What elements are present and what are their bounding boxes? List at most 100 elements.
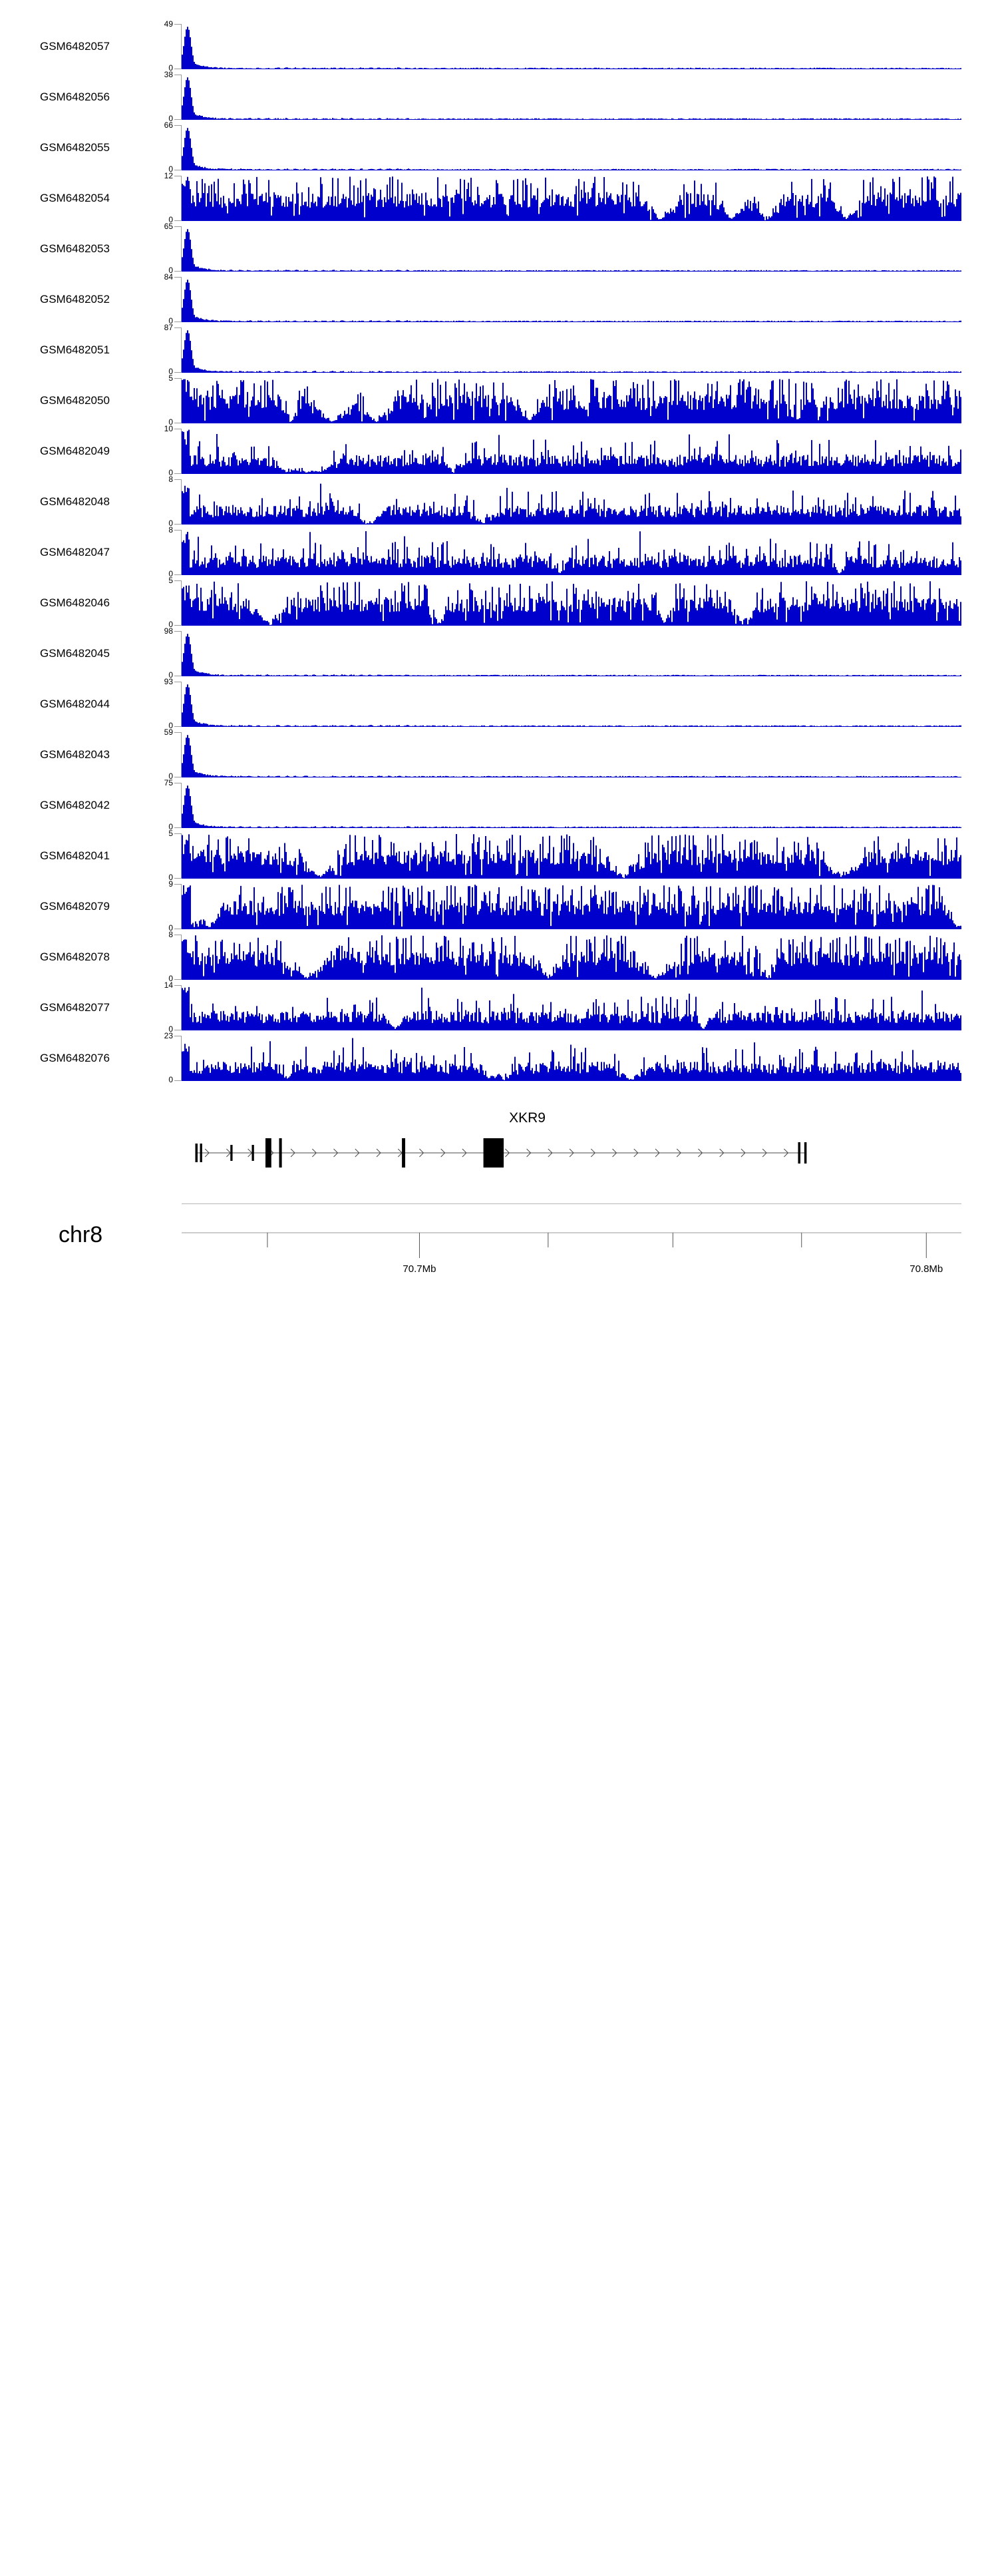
y-axis-max-label: 65 xyxy=(164,222,173,231)
gene-model-svg[interactable] xyxy=(182,1132,961,1174)
coverage-track[interactable]: GSM6482052 84 0 xyxy=(0,273,998,325)
y-axis-max-tick xyxy=(174,580,182,581)
coverage-track[interactable]: GSM6482051 87 0 xyxy=(0,323,998,376)
y-axis-min-label-wrap: 0 xyxy=(143,1025,173,1033)
coverage-plot[interactable] xyxy=(182,378,961,423)
y-axis-min-label-wrap: 0 xyxy=(143,823,173,831)
track-sample-label: GSM6482053 xyxy=(40,242,110,255)
y-axis-max-label: 8 xyxy=(168,930,173,939)
track-y-axis-line xyxy=(181,1036,182,1081)
track-y-axis-line xyxy=(181,24,182,69)
track-sample-label: GSM6482049 xyxy=(40,445,110,457)
coverage-plot[interactable] xyxy=(182,479,961,525)
coverage-plot[interactable] xyxy=(182,732,961,777)
track-sample-label: GSM6482044 xyxy=(40,698,110,710)
coverage-plot[interactable] xyxy=(182,884,961,929)
y-axis-min-tick xyxy=(174,1080,182,1081)
gene-annotation-track[interactable]: XKR9 xyxy=(0,1110,998,1190)
y-axis-max-label: 75 xyxy=(164,778,173,787)
coverage-plot[interactable] xyxy=(182,530,961,575)
coverage-plot[interactable] xyxy=(182,75,961,120)
track-sample-label: GSM6482045 xyxy=(40,647,110,660)
ruler-tick-label: 70.8Mb xyxy=(910,1263,943,1275)
coverage-track[interactable]: GSM6482042 75 0 xyxy=(0,779,998,831)
coverage-plot[interactable] xyxy=(182,682,961,727)
y-axis-min-label: 0 xyxy=(168,417,173,427)
gene-name-label: XKR9 xyxy=(509,1110,546,1126)
coverage-track[interactable]: GSM6482043 59 0 xyxy=(0,728,998,780)
track-sample-label: GSM6482041 xyxy=(40,849,110,862)
y-axis-max-label: 5 xyxy=(168,373,173,383)
y-axis-min-label-wrap: 0 xyxy=(143,519,173,527)
y-axis-max-tick xyxy=(174,24,182,25)
coverage-track[interactable]: GSM6482044 93 0 xyxy=(0,678,998,730)
coverage-plot[interactable] xyxy=(182,985,961,1030)
coverage-plot[interactable] xyxy=(182,580,961,626)
coverage-track[interactable]: GSM6482049 10 0 xyxy=(0,425,998,477)
coverage-track[interactable]: GSM6482054 12 0 xyxy=(0,172,998,224)
coverage-plot[interactable] xyxy=(182,176,961,221)
coverage-track[interactable]: GSM6482053 65 0 xyxy=(0,222,998,274)
y-axis-max-label-wrap: 93 xyxy=(143,678,173,686)
y-axis-min-label: 0 xyxy=(168,367,173,376)
y-axis-max-label: 8 xyxy=(168,525,173,535)
coverage-plot[interactable] xyxy=(182,125,961,170)
y-axis-max-tick xyxy=(174,631,182,632)
y-axis-min-label: 0 xyxy=(168,215,173,224)
track-sample-label: GSM6482052 xyxy=(40,293,110,306)
y-axis-min-label: 0 xyxy=(168,974,173,983)
coverage-plot[interactable] xyxy=(182,277,961,322)
coverage-track[interactable]: GSM6482078 8 0 xyxy=(0,931,998,983)
track-sample-label: GSM6482077 xyxy=(40,1001,110,1014)
coverage-track[interactable]: GSM6482057 49 0 xyxy=(0,20,998,73)
track-sample-label: GSM6482046 xyxy=(40,596,110,609)
y-axis-max-label: 49 xyxy=(164,19,173,29)
y-axis-min-tick xyxy=(174,473,182,474)
y-axis-min-label: 0 xyxy=(168,164,173,174)
coverage-track[interactable]: GSM6482046 5 0 xyxy=(0,576,998,628)
coverage-plot[interactable] xyxy=(182,226,961,272)
coverage-track[interactable]: GSM6482056 38 0 xyxy=(0,71,998,122)
y-axis-min-label-wrap: 0 xyxy=(143,1076,173,1084)
y-axis-max-label: 84 xyxy=(164,272,173,282)
y-axis-max-label-wrap: 10 xyxy=(143,425,173,433)
y-axis-min-tick xyxy=(174,878,182,879)
y-axis-max-tick xyxy=(174,985,182,986)
coverage-plot[interactable] xyxy=(182,24,961,69)
coverage-plot[interactable] xyxy=(182,1036,961,1081)
coverage-track[interactable]: GSM6482041 5 0 xyxy=(0,829,998,881)
chromosome-label: chr8 xyxy=(59,1222,103,1247)
y-axis-max-label-wrap: 84 xyxy=(143,273,173,281)
y-axis-min-label-wrap: 0 xyxy=(143,570,173,578)
y-axis-min-label: 0 xyxy=(168,1024,173,1034)
y-axis-min-label: 0 xyxy=(168,1075,173,1084)
coverage-track[interactable]: GSM6482079 9 0 xyxy=(0,880,998,932)
y-axis-min-label-wrap: 0 xyxy=(143,418,173,426)
coverage-track[interactable]: GSM6482047 8 0 xyxy=(0,526,998,578)
coverage-plot[interactable] xyxy=(182,783,961,828)
coverage-track[interactable]: GSM6482077 14 0 xyxy=(0,981,998,1033)
y-axis-max-label: 10 xyxy=(164,424,173,433)
coverage-track[interactable]: GSM6482076 23 0 xyxy=(0,1032,998,1084)
y-axis-min-label: 0 xyxy=(168,63,173,73)
y-axis-max-label-wrap: 5 xyxy=(143,576,173,584)
coverage-plot[interactable] xyxy=(182,631,961,676)
coverage-track[interactable]: GSM6482055 66 0 xyxy=(0,121,998,174)
y-axis-min-tick xyxy=(174,524,182,525)
coverage-plot[interactable] xyxy=(182,429,961,474)
coverage-track[interactable]: GSM6482048 8 0 xyxy=(0,475,998,527)
coverage-plot[interactable] xyxy=(182,833,961,879)
coverage-track[interactable]: GSM6482050 5 0 xyxy=(0,374,998,426)
coverage-track[interactable]: GSM6482045 98 0 xyxy=(0,627,998,679)
coverage-plot[interactable] xyxy=(182,935,961,980)
chromosome-ideogram-svg xyxy=(182,1203,961,1258)
track-y-axis-line xyxy=(181,429,182,474)
y-axis-max-label-wrap: 87 xyxy=(143,323,173,331)
track-y-axis-line xyxy=(181,530,182,575)
track-sample-label: GSM6482050 xyxy=(40,394,110,407)
chromosome-ruler-track: chr8 70.7Mb 70.8Mb xyxy=(0,1203,998,1323)
coverage-plot[interactable] xyxy=(182,327,961,373)
y-axis-min-label: 0 xyxy=(168,822,173,831)
y-axis-max-label-wrap: 5 xyxy=(143,829,173,837)
